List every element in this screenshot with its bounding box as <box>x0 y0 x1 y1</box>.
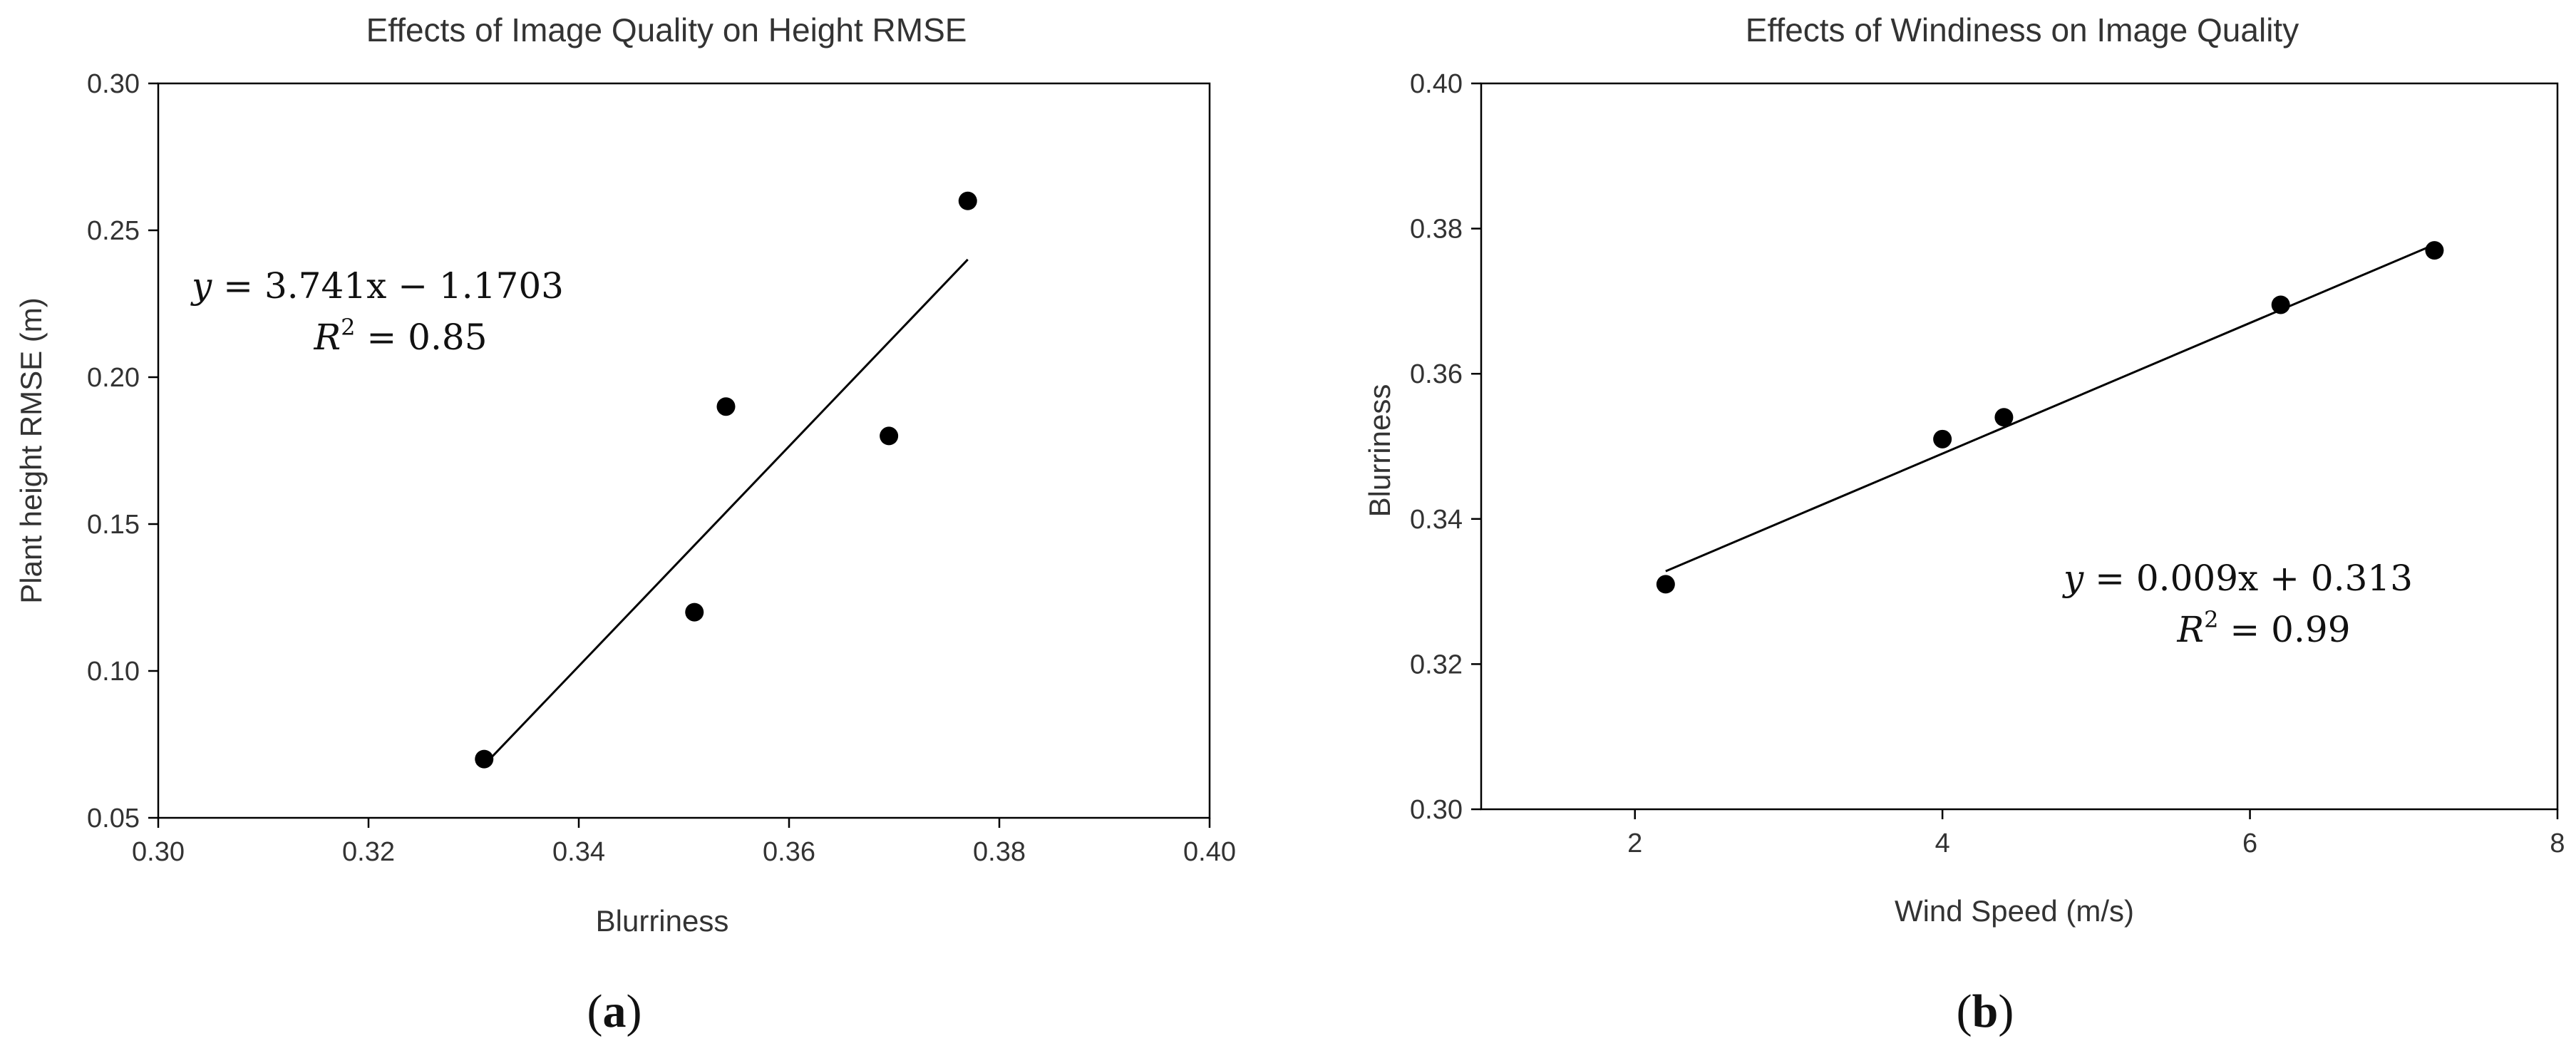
chart-b-eq-lhs: y <box>2062 558 2084 599</box>
chart-a-data-point <box>475 749 494 769</box>
chart-a-ytick-label: 0.15 <box>87 510 140 540</box>
chart-a-data-point <box>685 602 704 622</box>
chart-b-r2-label: R <box>2176 609 2204 650</box>
chart-a-data-point <box>716 397 736 416</box>
chart-a-data-point <box>880 426 899 446</box>
chart-a-ylabel: Plant height RMSE (m) <box>14 297 48 603</box>
chart-a-r2: R2 = 0.85 <box>313 314 487 358</box>
chart-a-r2-exp: 2 <box>341 314 355 341</box>
chart-b-eq-rhs: 0.009x + 0.313 <box>2136 558 2413 599</box>
chart-b-marks <box>1656 241 2444 594</box>
chart-b-xtick-label: 2 <box>1627 829 1642 858</box>
chart-a-xtick-label: 0.40 <box>1183 837 1236 867</box>
chart-b-data-point <box>2425 241 2444 260</box>
chart-a-ytick-label: 0.20 <box>87 363 140 393</box>
chart-b-y-axis: 0.30 0.32 0.34 0.36 0.38 0.40 <box>1410 69 1481 825</box>
chart-b-title: Effects of Windiness on Image Quality <box>1746 11 2299 48</box>
chart-a-plot-frame <box>157 82 1211 819</box>
chart-a-y-axis: 0.05 0.10 0.15 0.20 0.25 0.30 <box>87 69 158 834</box>
chart-b-x-axis: 2 4 6 8 <box>1627 809 2565 858</box>
chart-a-panel-label: (a) <box>587 985 642 1037</box>
chart-a-eq-lhs: y <box>190 265 212 307</box>
chart-b-data-point <box>2271 295 2290 314</box>
chart-b-fit-line <box>1665 243 2436 573</box>
chart-b-panel-label: (b) <box>1957 985 2014 1037</box>
chart-a-xtick-label: 0.32 <box>342 837 395 867</box>
chart-b-xtick-label: 8 <box>2550 829 2565 858</box>
chart-a-ytick-label: 0.05 <box>87 804 140 834</box>
chart-a-ytick-label: 0.25 <box>87 216 140 246</box>
chart-a-xtick-label: 0.30 <box>132 837 185 867</box>
chart-b-ylabel: Blurriness <box>1363 384 1396 518</box>
chart-a-eq-rhs: 3.741x − 1.1703 <box>264 265 564 307</box>
chart-b-data-point <box>1933 429 1952 448</box>
chart-a-marks <box>475 191 977 769</box>
chart-a-equation: y = 3.741x − 1.1703 <box>190 265 564 307</box>
chart-b-xtick-label: 6 <box>2242 829 2257 858</box>
chart-b-ytick-label: 0.38 <box>1410 215 1463 245</box>
chart-b-ytick-label: 0.32 <box>1410 650 1463 680</box>
chart-a-ytick-label: 0.30 <box>87 69 140 99</box>
chart-a-xtick-label: 0.36 <box>763 837 815 867</box>
chart-b-equation: y = 0.009x + 0.313 <box>2062 558 2413 599</box>
chart-b-ytick-label: 0.36 <box>1410 359 1463 389</box>
chart-b-ytick-label: 0.34 <box>1410 505 1463 535</box>
chart-a: Effects of Image Quality on Height RMSE … <box>14 11 1236 1037</box>
chart-a-xtick-label: 0.38 <box>973 837 1026 867</box>
chart-a-r2-label: R <box>313 317 341 358</box>
chart-b-xlabel: Wind Speed (m/s) <box>1895 894 2134 928</box>
chart-a-fit-line <box>483 258 969 766</box>
chart-a-r2-value: = 0.85 <box>366 317 487 358</box>
chart-b-xtick-label: 4 <box>1935 829 1950 858</box>
chart-b-r2: R2 = 0.99 <box>2176 606 2350 650</box>
chart-a-title: Effects of Image Quality on Height RMSE <box>366 11 967 48</box>
chart-b-r2-value: = 0.99 <box>2230 609 2350 650</box>
chart-a-xlabel: Blurriness <box>596 904 729 938</box>
chart-b-data-point <box>1994 408 2014 427</box>
chart-b-data-point <box>1656 575 1675 594</box>
chart-a-ytick-label: 0.10 <box>87 657 140 687</box>
chart-b-r2-exp: 2 <box>2204 606 2218 633</box>
chart-a-xtick-label: 0.34 <box>552 837 605 867</box>
chart-b-ytick-label: 0.30 <box>1410 795 1463 825</box>
chart-a-data-point <box>958 191 977 210</box>
chart-b-ytick-label: 0.40 <box>1410 69 1463 99</box>
chart-a-x-axis: 0.30 0.32 0.34 0.36 0.38 0.40 <box>132 818 1236 867</box>
chart-b-plot-frame <box>1480 82 2559 811</box>
chart-b: Effects of Windiness on Image Quality 0.… <box>1363 11 2565 1037</box>
